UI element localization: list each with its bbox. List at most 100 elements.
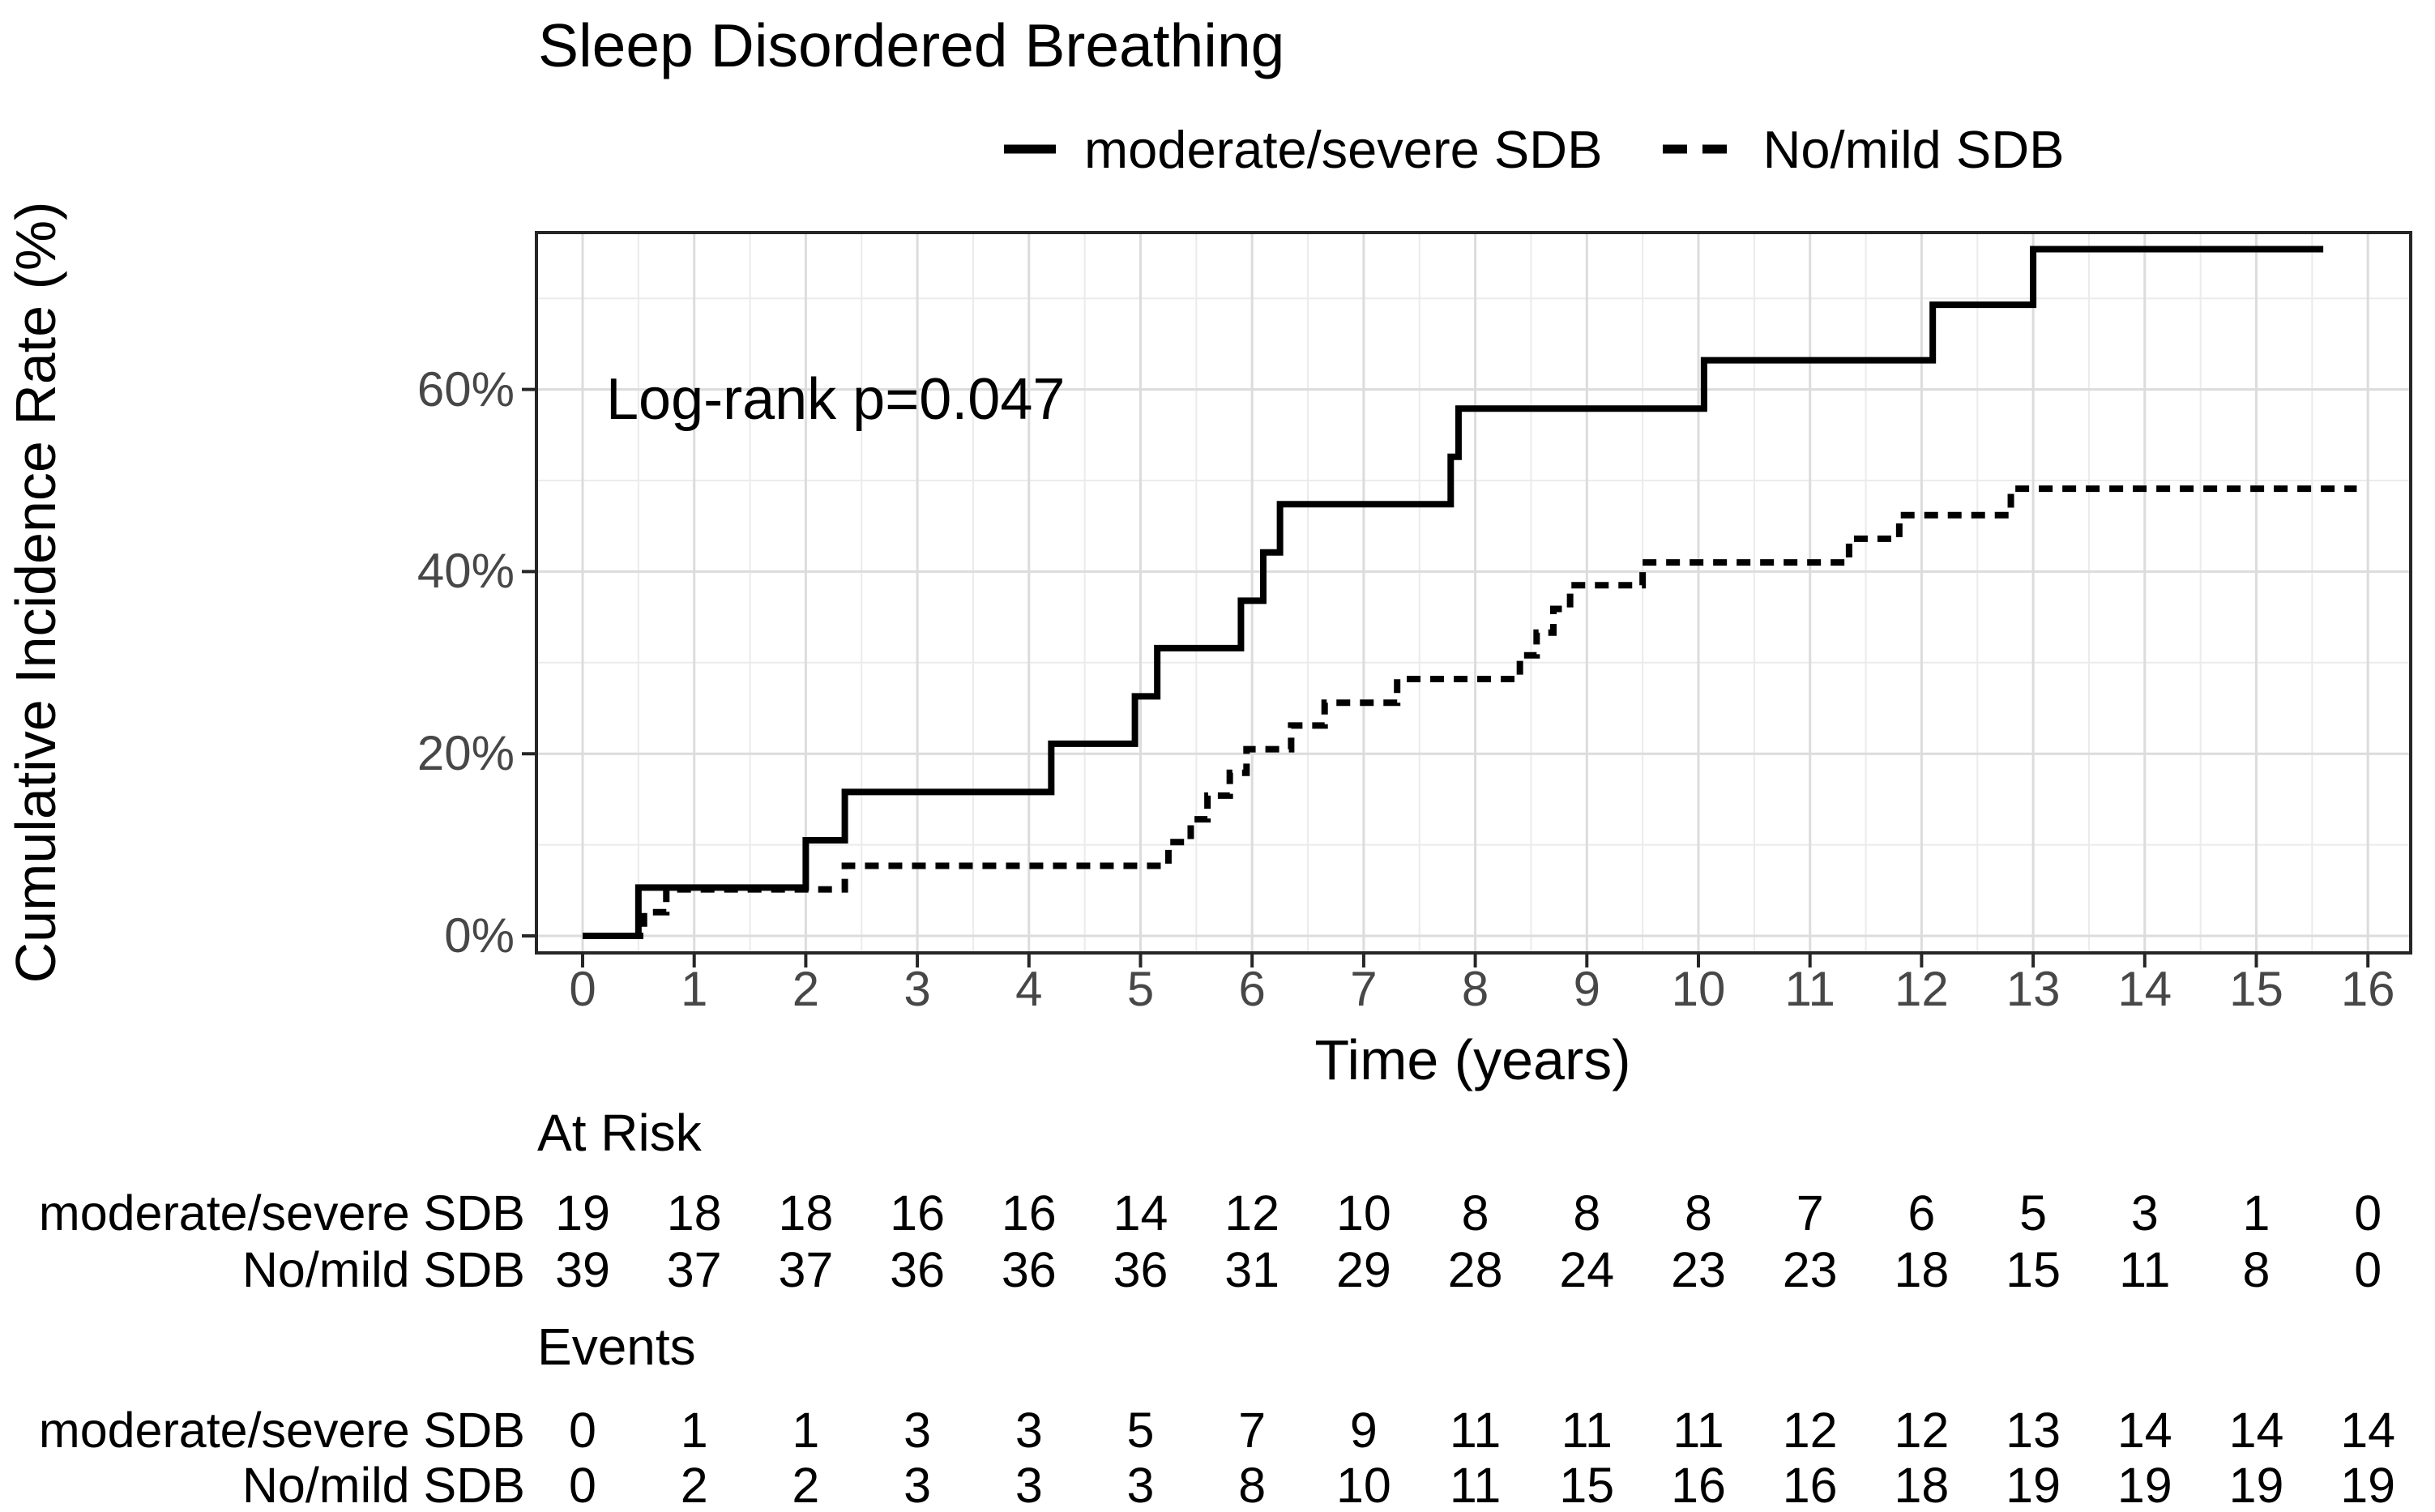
y-axis-title: Cumulative Incidence Rate (%) — [4, 201, 67, 984]
x-tick-label-0: 0 — [569, 962, 596, 1016]
at-risk-no-mild-value-t13: 15 — [2006, 1242, 2061, 1297]
at-risk-moderate-severe-value-t6: 12 — [1224, 1185, 1280, 1241]
at-risk-no-mild-value-t4: 36 — [1001, 1242, 1057, 1297]
at-risk-no-mild-row-label: No/mild SDB — [241, 1242, 525, 1297]
events-no-mild-value-t1: 2 — [680, 1458, 708, 1512]
at-risk-moderate-severe-value-t3: 16 — [890, 1185, 946, 1241]
at-risk-moderate-severe-value-t14: 3 — [2130, 1185, 2159, 1241]
dashed-line-key-icon — [1663, 144, 1735, 154]
at-risk-no-mild-value-t16: 0 — [2354, 1242, 2382, 1297]
events-moderate-severe-value-t3: 3 — [904, 1403, 932, 1458]
events-moderate-severe-value-t2: 1 — [792, 1403, 820, 1458]
y-tick-label-20%: 20% — [417, 726, 515, 781]
x-tick-label-9: 9 — [1573, 962, 1600, 1016]
events-moderate-severe-value-t11: 12 — [1782, 1403, 1838, 1458]
at-risk-header: At Risk — [537, 1104, 702, 1162]
x-tick-label-5: 5 — [1126, 962, 1155, 1016]
at-risk-moderate-severe-value-t15: 1 — [2242, 1185, 2271, 1241]
events-no-mild-value-t14: 19 — [2117, 1458, 2172, 1512]
logrank-annotation: Log-rank p=0.047 — [606, 367, 1066, 432]
legend: moderate/severe SDB No/mild SDB — [1003, 113, 2065, 185]
x-tick-label-6: 6 — [1238, 962, 1266, 1016]
at-risk-moderate-severe-value-t12: 6 — [1907, 1185, 1936, 1241]
events-moderate-severe-value-t8: 11 — [1449, 1403, 1502, 1458]
at-risk-no-mild-value-t5: 36 — [1113, 1242, 1168, 1297]
curve-no-mild-sdb — [583, 485, 2357, 939]
at-risk-no-mild-row: No/mild SDB 39 37 37 36 36 36 31 29 28 24 23 23 18 15 1… — [0, 1240, 2435, 1300]
events-moderate-severe-value-t13: 13 — [2006, 1403, 2061, 1458]
at-risk-no-mild-value-t2: 37 — [778, 1242, 834, 1297]
x-tick-label-4: 4 — [1015, 962, 1043, 1016]
curve-moderate-severe-sdb — [583, 246, 2324, 939]
at-risk-moderate-severe-value-t9: 8 — [1573, 1185, 1601, 1241]
events-no-mild-value-t10: 16 — [1671, 1458, 1726, 1512]
at-risk-no-mild-value-t8: 28 — [1447, 1242, 1503, 1297]
legend-label-no-mild: No/mild SDB — [1762, 119, 2065, 179]
at-risk-moderate-severe-value-t4: 16 — [1001, 1185, 1057, 1241]
at-risk-moderate-severe-value-t7: 10 — [1335, 1185, 1391, 1241]
events-no-mild-value-t4: 3 — [1015, 1458, 1043, 1512]
at-risk-moderate-severe-value-t2: 18 — [778, 1185, 834, 1241]
x-tick-label-2: 2 — [792, 962, 820, 1016]
events-moderate-severe-value-t1: 1 — [680, 1403, 708, 1458]
at-risk-no-mild-value-t9: 24 — [1559, 1242, 1615, 1297]
at-risk-no-mild-value-t10: 23 — [1671, 1242, 1726, 1297]
events-moderate-severe-value-t7: 9 — [1349, 1403, 1378, 1458]
x-tick-label-10: 10 — [1671, 962, 1726, 1016]
x-tick-label-13: 13 — [2006, 962, 2061, 1016]
events-no-mild-value-t11: 16 — [1782, 1458, 1838, 1512]
events-no-mild-value-t6: 8 — [1238, 1458, 1267, 1512]
at-risk-no-mild-value-t12: 18 — [1894, 1242, 1950, 1297]
events-moderate-severe-value-t6: 7 — [1238, 1403, 1267, 1458]
x-tick-label-7: 7 — [1350, 962, 1378, 1016]
at-risk-no-mild-value-t3: 36 — [890, 1242, 946, 1297]
events-moderate-severe-row-label: moderate/severe SDB — [38, 1403, 525, 1458]
events-no-mild-value-t3: 3 — [904, 1458, 932, 1512]
events-moderate-severe-value-t0: 0 — [569, 1403, 596, 1458]
events-no-mild-value-t8: 11 — [1449, 1458, 1502, 1512]
at-risk-moderate-severe-value-t13: 5 — [2019, 1185, 2048, 1241]
events-no-mild-row-label: No/mild SDB — [241, 1458, 525, 1512]
page-title: Sleep Disordered Breathing — [538, 11, 1285, 79]
legend-label-moderate-severe: moderate/severe SDB — [1084, 119, 1603, 179]
at-risk-no-mild-value-t14: 11 — [2119, 1242, 2171, 1297]
x-tick-label-16: 16 — [2340, 962, 2395, 1016]
at-risk-moderate-severe-value-t1: 18 — [666, 1185, 722, 1241]
events-no-mild-value-t16: 19 — [2340, 1458, 2396, 1512]
events-moderate-severe-row: moderate/severe SDB 0 1 1 3 3 5 7 9 11 11 11 12 12 13 1… — [0, 1400, 2435, 1460]
at-risk-moderate-severe-value-t8: 8 — [1461, 1185, 1489, 1241]
x-axis-title: Time (years) — [1314, 1028, 1631, 1091]
at-risk-no-mild-value-t15: 8 — [2242, 1242, 2271, 1297]
events-moderate-severe-value-t15: 14 — [2228, 1403, 2284, 1458]
events-moderate-severe-value-t5: 5 — [1126, 1403, 1155, 1458]
x-tick-label-12: 12 — [1895, 962, 1949, 1016]
y-tick-label-0%: 0% — [444, 908, 515, 963]
legend-item-no-mild: No/mild SDB — [1662, 119, 2065, 180]
at-risk-moderate-severe-value-t0: 19 — [555, 1185, 610, 1241]
events-no-mild-value-t13: 19 — [2006, 1458, 2061, 1512]
at-risk-moderate-severe-value-t11: 7 — [1796, 1185, 1824, 1241]
x-tick-label-15: 15 — [2229, 962, 2283, 1016]
events-moderate-severe-value-t16: 14 — [2340, 1403, 2396, 1458]
events-moderate-severe-value-t9: 11 — [1561, 1403, 1613, 1458]
at-risk-no-mild-value-t1: 37 — [666, 1242, 722, 1297]
x-tick-label-3: 3 — [904, 962, 931, 1016]
events-no-mild-value-t2: 2 — [792, 1458, 820, 1512]
solid-line-key-icon — [1004, 144, 1056, 154]
at-risk-moderate-severe-value-t10: 8 — [1685, 1185, 1712, 1241]
x-tick-label-8: 8 — [1461, 962, 1489, 1016]
x-tick-label-14: 14 — [2117, 962, 2172, 1016]
events-no-mild-value-t7: 10 — [1335, 1458, 1391, 1512]
events-header: Events — [537, 1318, 696, 1376]
at-risk-moderate-severe-value-t5: 14 — [1113, 1185, 1168, 1241]
at-risk-no-mild-value-t0: 39 — [555, 1242, 610, 1297]
legend-item-moderate-severe: moderate/severe SDB — [1003, 119, 1602, 180]
events-no-mild-value-t5: 3 — [1126, 1458, 1155, 1512]
events-moderate-severe-value-t14: 14 — [2117, 1403, 2172, 1458]
x-tick-label-1: 1 — [681, 962, 708, 1016]
events-no-mild-value-t12: 18 — [1894, 1458, 1950, 1512]
panel-border — [535, 231, 2412, 955]
at-risk-moderate-severe-value-t16: 0 — [2354, 1185, 2382, 1241]
